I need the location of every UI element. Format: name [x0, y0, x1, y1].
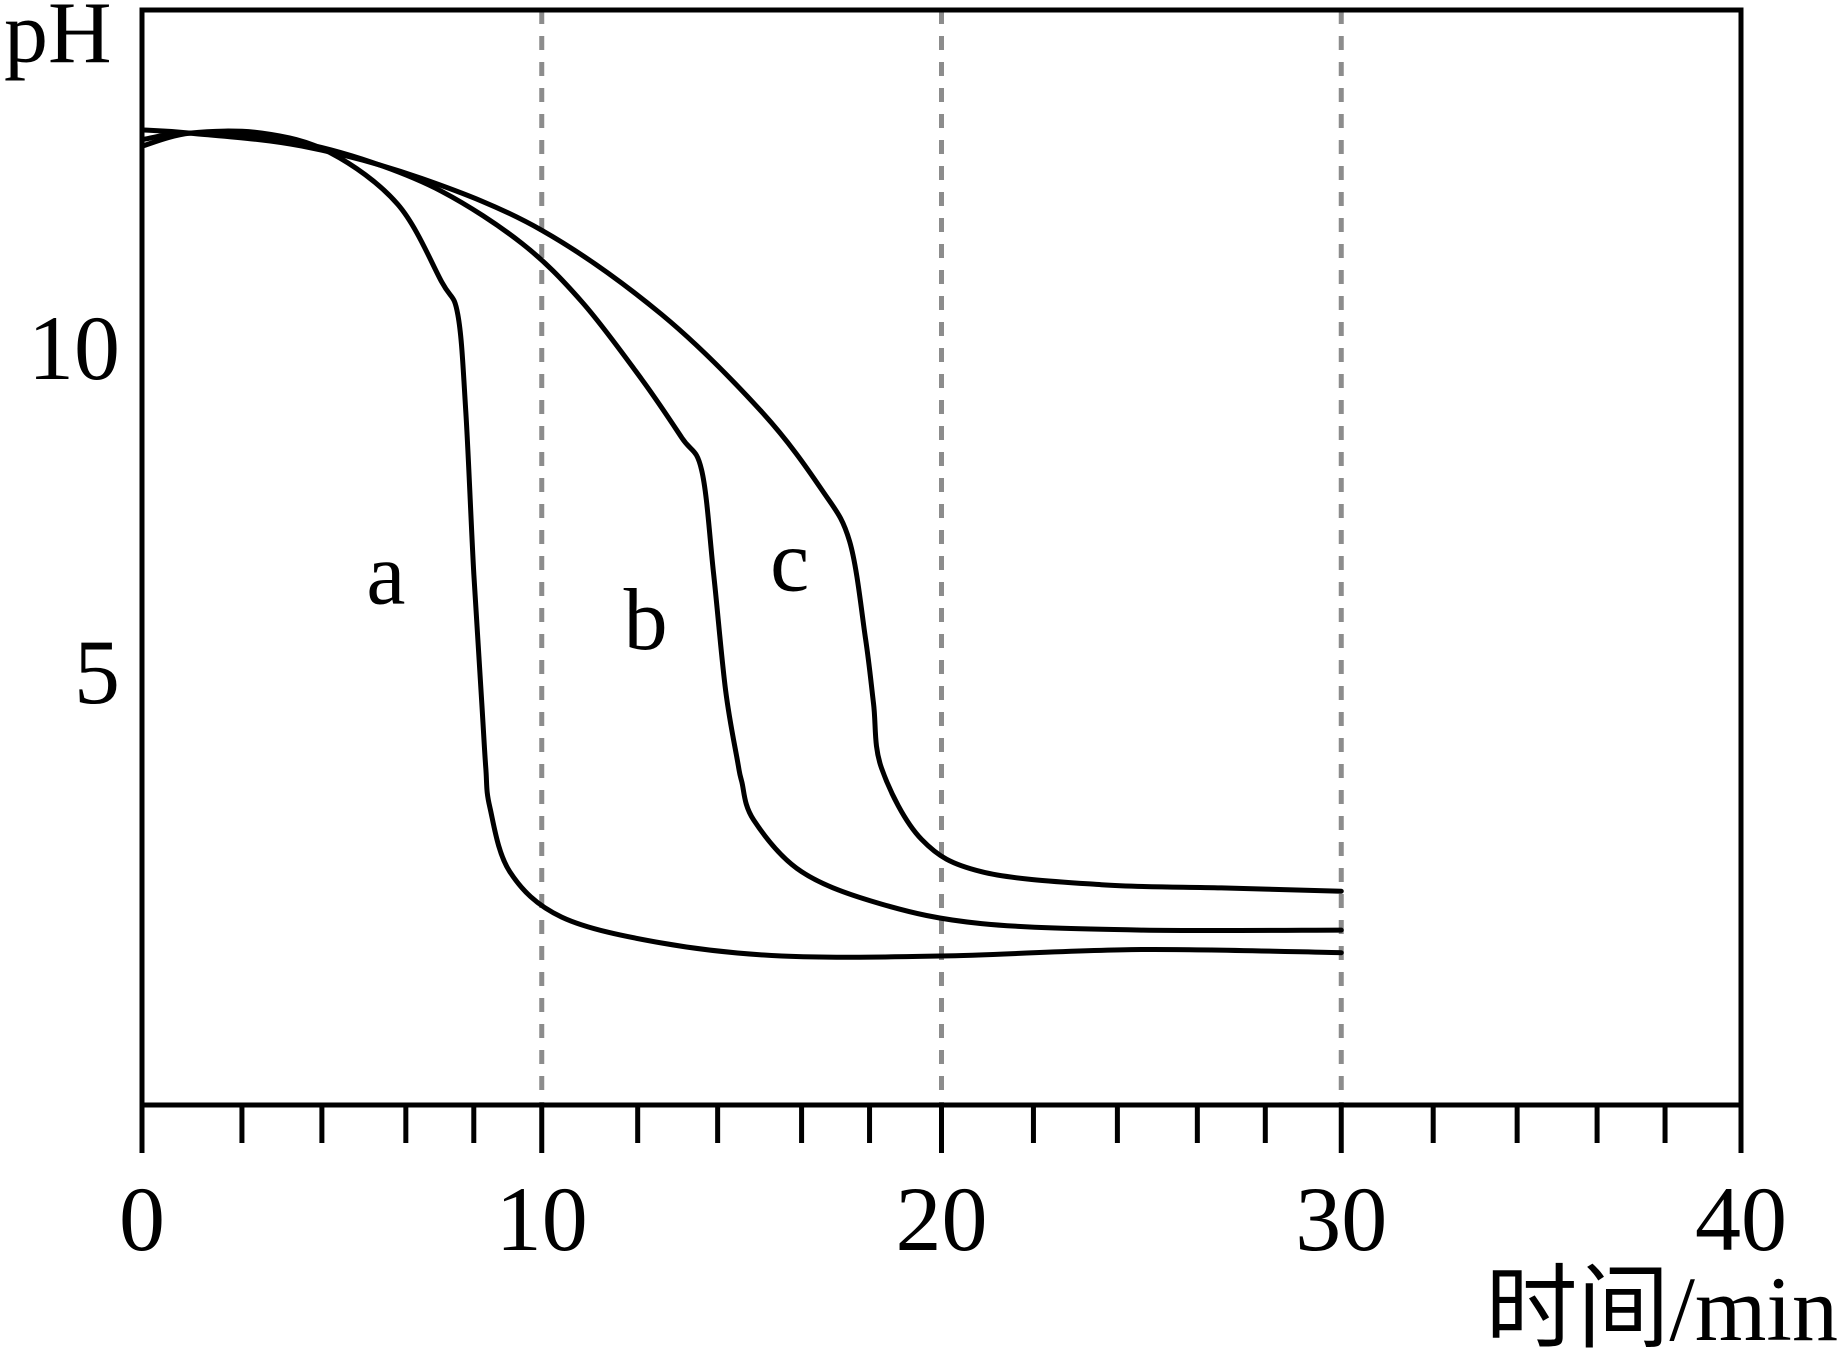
x-tick-label-4: 40 — [1695, 1168, 1787, 1270]
y-tick-label-1: 5 — [74, 621, 120, 723]
y-tick-label-0: 10 — [28, 297, 120, 399]
x-tick-label-0: 0 — [119, 1168, 165, 1270]
x-tick-label-1: 10 — [496, 1168, 588, 1270]
series-label-b: b — [624, 572, 668, 669]
reference-lines — [539, 10, 1344, 1105]
series-label-a: a — [366, 527, 405, 624]
series-lines — [139, 127, 1344, 960]
y-axis-label: pH — [4, 0, 112, 82]
series-line-c — [139, 127, 1344, 894]
series-line-b — [139, 130, 1344, 934]
series-line-a — [139, 128, 1344, 960]
series-label-c: c — [770, 514, 809, 611]
x-tick-label-3: 30 — [1295, 1168, 1387, 1270]
text-labels: 0 10 20 30 40 10 5 pH 时间/min a b c — [4, 0, 1838, 1354]
x-axis-label: 时间/min — [1485, 1258, 1838, 1354]
axes — [139, 7, 1744, 1153]
x-tick-label-2: 20 — [896, 1168, 988, 1270]
